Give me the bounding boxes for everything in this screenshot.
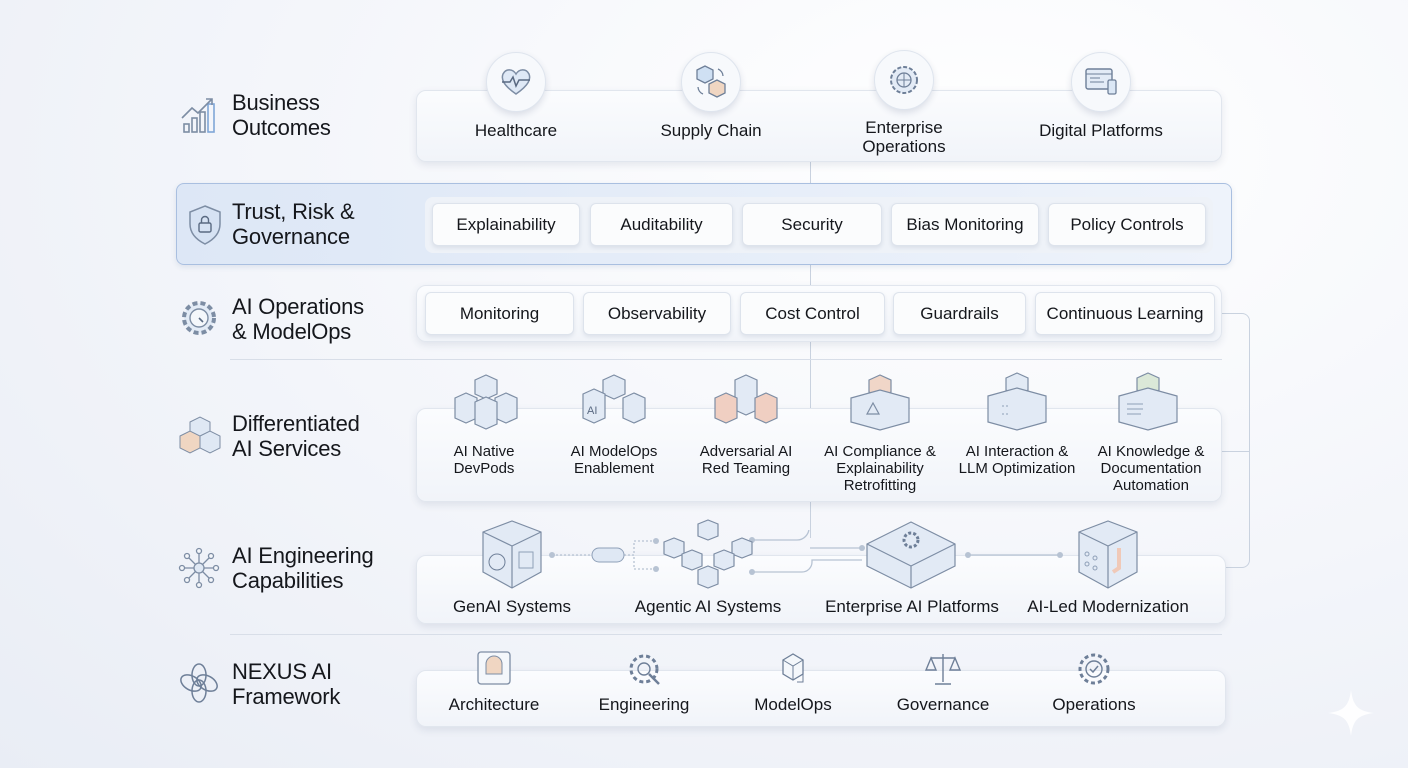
service-adversarial-red-teaming: Adversarial AI Red Teaming	[699, 443, 793, 477]
wrench-gear-icon	[625, 650, 663, 693]
shield-lock-icon	[189, 205, 221, 245]
chip-policy-controls: Policy Controls	[1048, 203, 1206, 246]
model-cube-icon	[775, 650, 811, 693]
layer-title-differentiated-services: Differentiated AI Services	[232, 411, 360, 461]
differentiated-services-panel	[416, 408, 1222, 502]
framework-governance: Governance	[896, 695, 990, 714]
chip-guardrails: Guardrails	[893, 292, 1026, 335]
growth-chart-icon	[181, 98, 215, 133]
service-knowledge-documentation: AI Knowledge & Documentation Automation	[1097, 443, 1205, 494]
network-nodes-icon	[178, 547, 220, 589]
gear-check-icon	[1075, 650, 1113, 693]
chip-bias-monitoring: Bias Monitoring	[891, 203, 1039, 246]
heart-pulse-icon	[486, 52, 546, 112]
svg-text:AI: AI	[587, 405, 597, 417]
chip-security: Security	[742, 203, 882, 246]
capability-enterprise-ai-platforms: Enterprise AI Platforms	[825, 597, 999, 616]
outcome-supply-chain: Supply Chain	[660, 121, 762, 140]
chip-monitoring: Monitoring	[425, 292, 574, 335]
gear-gauge-icon	[182, 301, 216, 335]
connector-line	[810, 502, 811, 538]
layer-title-nexus-framework: NEXUS AI Framework	[232, 659, 341, 709]
interaction-cube-icon	[982, 372, 1052, 437]
compliance-warning-cube-icon	[845, 372, 915, 437]
framework-engineering: Engineering	[598, 695, 690, 714]
capability-agentic-ai-systems: Agentic AI Systems	[634, 597, 782, 616]
outcome-enterprise-operations: Enterprise Operations	[862, 118, 946, 156]
divider	[230, 634, 1222, 635]
gear-globe-icon	[874, 50, 934, 110]
red-team-cubes-icon	[711, 372, 781, 437]
ai-cube-cluster-icon: AI	[579, 372, 649, 437]
connector-line	[810, 342, 811, 408]
layer-title-ai-engineering: AI Engineering Capabilities	[232, 543, 374, 593]
platform-gear-icon	[863, 518, 959, 597]
connector-line	[810, 162, 811, 184]
boxes-exchange-icon	[681, 52, 741, 112]
modernization-cube-icon	[1073, 518, 1143, 597]
service-ai-modelops-enablement: AI ModelOps Enablement	[570, 443, 658, 477]
browser-devices-icon	[1071, 52, 1131, 112]
chip-continuous-learning: Continuous Learning	[1035, 292, 1215, 335]
outcome-digital-platforms: Digital Platforms	[1039, 121, 1163, 140]
right-bracket	[1222, 313, 1250, 568]
service-compliance-explainability: AI Compliance & Explainability Retrofittin…	[824, 443, 936, 494]
chip-auditability: Auditability	[590, 203, 733, 246]
engineering-connectors	[549, 530, 1063, 575]
scales-icon	[923, 650, 963, 693]
sparkle-icon	[1328, 690, 1374, 736]
framework-modelops: ModelOps	[754, 695, 832, 714]
connector-line	[1222, 451, 1250, 452]
layer-title-trust-risk-governance: Trust, Risk & Governance	[232, 199, 355, 249]
knowledge-document-cube-icon	[1113, 372, 1183, 437]
nexus-framework-panel	[416, 670, 1226, 727]
outcome-healthcare: Healthcare	[474, 121, 558, 140]
framework-operations: Operations	[1052, 695, 1136, 714]
architecture-icon	[476, 650, 512, 693]
cubes-icon	[179, 416, 221, 454]
agentic-cube-cluster-icon	[660, 518, 756, 597]
chip-observability: Observability	[583, 292, 731, 335]
service-interaction-llm-optimization: AI Interaction & LLM Optimization	[958, 443, 1076, 477]
nexus-knot-logo-icon	[180, 663, 218, 703]
chip-explainability: Explainability	[432, 203, 580, 246]
brain-cube-icon	[477, 518, 547, 597]
capability-genai-systems: GenAI Systems	[452, 597, 572, 616]
layer-title-business-outcomes: Business Outcomes	[232, 90, 331, 140]
layer-title-ai-operations: AI Operations & ModelOps	[232, 294, 364, 344]
divider	[230, 359, 1222, 360]
capability-ai-led-modernization: AI-Led Modernization	[1027, 597, 1189, 616]
service-ai-native-devpods: AI Native DevPods	[453, 443, 515, 477]
chip-cost-control: Cost Control	[740, 292, 885, 335]
cube-cluster-icon	[451, 372, 521, 437]
connector-line	[810, 264, 811, 286]
framework-architecture: Architecture	[448, 695, 540, 714]
